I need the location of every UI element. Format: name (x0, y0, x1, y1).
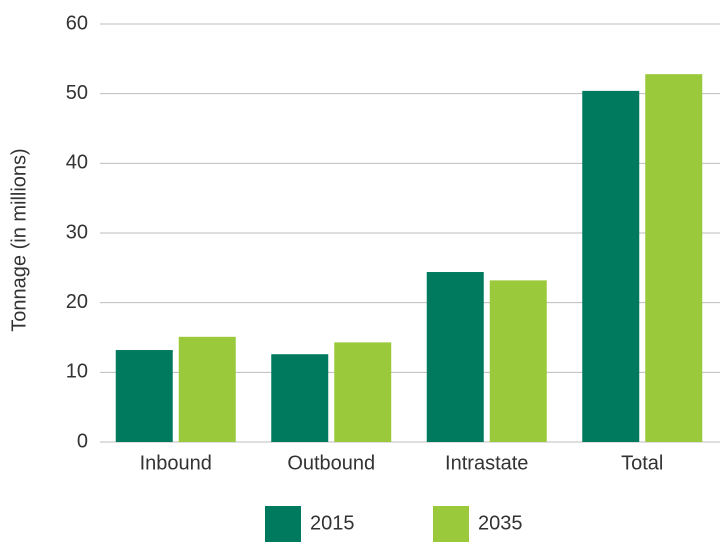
bar (178, 336, 236, 442)
bar (271, 354, 329, 442)
x-tick-label: Total (621, 452, 663, 474)
y-tick-label: 40 (66, 152, 88, 174)
legend-swatch (265, 506, 301, 542)
bar (582, 90, 640, 442)
bar (645, 74, 703, 442)
x-tick-label: Intrastate (445, 452, 528, 474)
bar (334, 342, 392, 442)
y-axis-label: Tonnage (in millions) (8, 148, 30, 331)
legend-label: 2035 (478, 512, 523, 534)
legend-label: 2015 (310, 512, 355, 534)
y-tick-label: 30 (66, 221, 88, 243)
bar (426, 272, 484, 442)
y-tick-label: 20 (66, 291, 88, 313)
x-tick-label: Outbound (287, 452, 375, 474)
x-tick-label: Inbound (140, 452, 212, 474)
y-tick-label: 60 (66, 12, 88, 34)
y-tick-label: 0 (77, 430, 88, 452)
bar (115, 350, 173, 442)
y-tick-label: 50 (66, 82, 88, 104)
bar (489, 280, 547, 442)
legend-swatch (433, 506, 469, 542)
y-tick-label: 10 (66, 361, 88, 383)
